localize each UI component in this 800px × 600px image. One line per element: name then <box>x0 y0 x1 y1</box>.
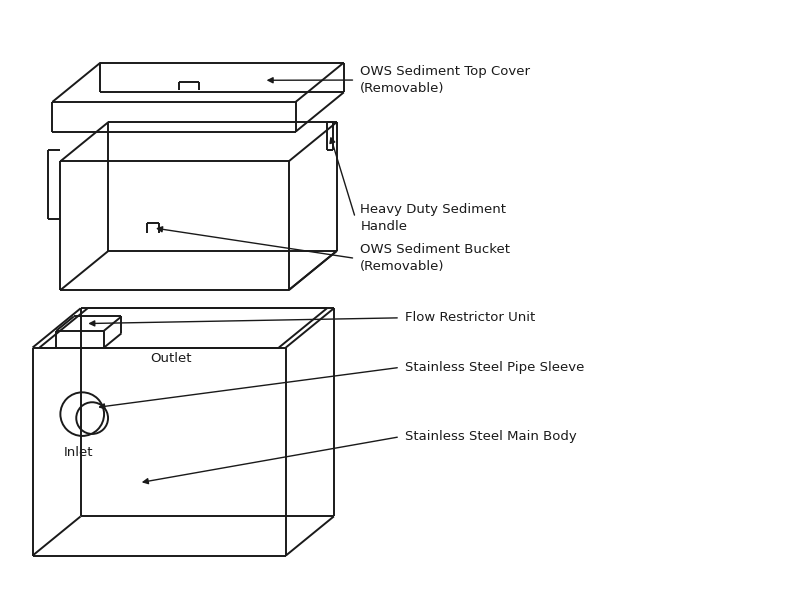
Text: Stainless Steel Pipe Sleeve: Stainless Steel Pipe Sleeve <box>405 361 584 374</box>
Text: Stainless Steel Main Body: Stainless Steel Main Body <box>405 430 577 443</box>
Text: Flow Restrictor Unit: Flow Restrictor Unit <box>405 311 535 325</box>
Text: Heavy Duty Sediment
Handle: Heavy Duty Sediment Handle <box>360 203 506 233</box>
Text: OWS Sediment Bucket
(Removable): OWS Sediment Bucket (Removable) <box>360 244 510 274</box>
Text: OWS Sediment Top Cover
(Removable): OWS Sediment Top Cover (Removable) <box>360 65 530 95</box>
Text: Outlet: Outlet <box>150 352 192 365</box>
Text: Inlet: Inlet <box>63 446 93 459</box>
